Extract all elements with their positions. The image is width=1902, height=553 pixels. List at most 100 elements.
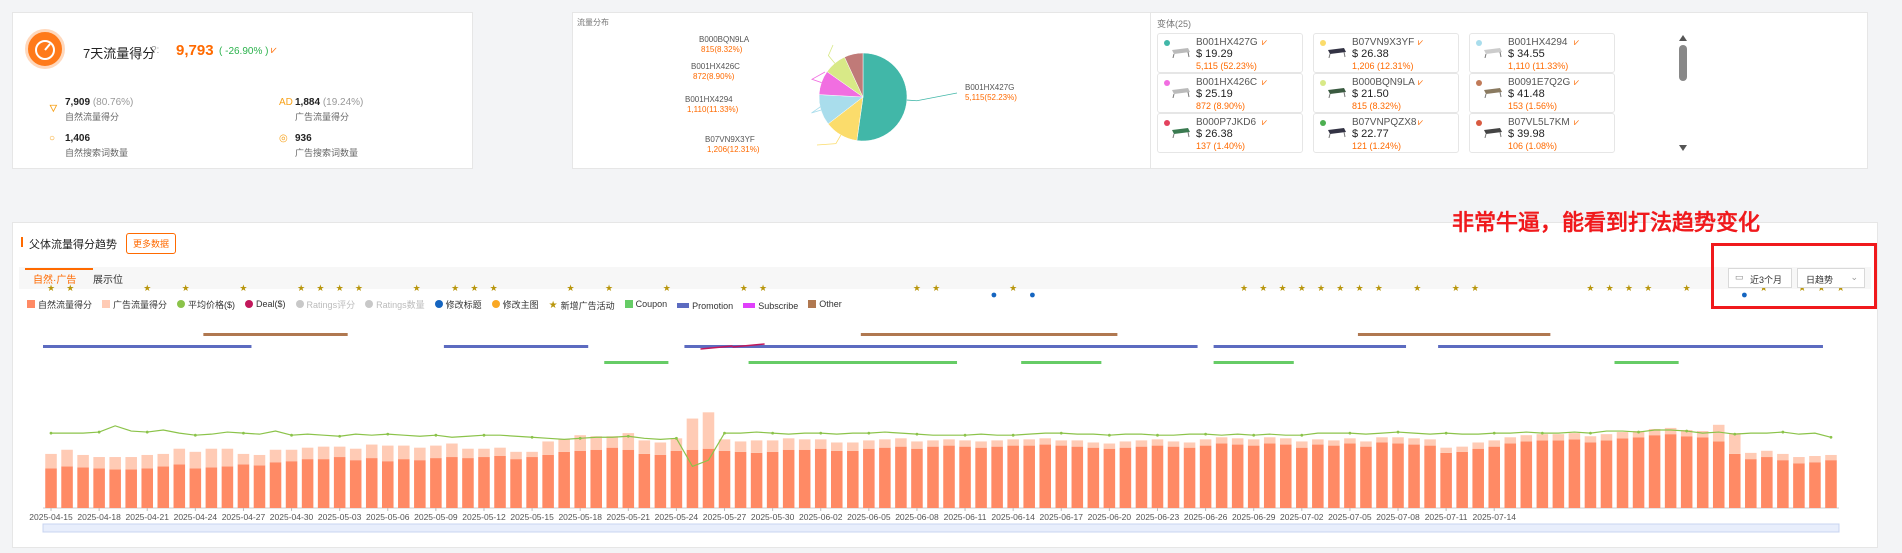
scrollbar[interactable] — [1679, 35, 1687, 151]
variant-card[interactable]: B001HX426C ⩗ $ 25.19 872 (8.90%) — [1157, 73, 1303, 113]
bar-natural[interactable] — [157, 466, 170, 508]
bar-natural[interactable] — [1039, 444, 1052, 508]
star-icon[interactable]: ★ — [490, 283, 498, 293]
variant-asin[interactable]: B001HX4294 — [1508, 37, 1568, 48]
bar-natural[interactable] — [798, 449, 811, 508]
star-icon[interactable]: ★ — [1298, 283, 1306, 293]
avg-price-point[interactable] — [242, 431, 245, 435]
bar-ads[interactable] — [1504, 437, 1517, 444]
zoom-slider[interactable] — [42, 523, 1840, 533]
avg-price-point[interactable] — [530, 435, 534, 439]
bar-natural[interactable] — [1055, 445, 1068, 508]
bar-natural[interactable] — [1696, 437, 1709, 508]
bar-natural[interactable] — [365, 458, 378, 508]
bar-ads[interactable] — [1472, 442, 1484, 449]
bar-natural[interactable] — [686, 449, 699, 508]
bar-natural[interactable] — [1745, 459, 1757, 508]
bar-natural[interactable] — [1376, 442, 1388, 508]
bar-ads[interactable] — [750, 440, 763, 453]
bar-natural[interactable] — [654, 454, 667, 508]
bar-natural[interactable] — [173, 464, 186, 508]
bar-natural[interactable] — [237, 464, 250, 508]
bar-ads[interactable] — [1424, 439, 1436, 446]
bar-natural[interactable] — [1520, 441, 1533, 508]
avg-price-point[interactable] — [1492, 431, 1496, 435]
bar-ads[interactable] — [975, 441, 987, 448]
bar-ads[interactable] — [1825, 454, 1837, 461]
star-icon[interactable]: ★ — [605, 283, 613, 293]
coupon-bar[interactable] — [748, 361, 813, 364]
bar-ads[interactable] — [1728, 433, 1741, 454]
star-icon[interactable]: ★ — [1009, 283, 1017, 293]
avg-price-point[interactable] — [434, 433, 438, 437]
range-select[interactable]: ▭ 近3个月 — [1728, 268, 1792, 288]
bar-natural[interactable] — [670, 450, 683, 508]
avg-price-point[interactable] — [193, 433, 197, 437]
bar-ads[interactable] — [1215, 437, 1228, 444]
bar-natural[interactable] — [253, 465, 266, 508]
legend-item[interactable]: Ratings数量 — [365, 298, 425, 311]
variant-card[interactable]: B000BQN9LA ⩗ $ 21.50 815 (8.32%) — [1313, 73, 1459, 113]
coupon-bar[interactable] — [1021, 361, 1102, 364]
bar-natural[interactable] — [782, 449, 795, 508]
bar-ads[interactable] — [670, 438, 683, 451]
star-icon[interactable]: ★ — [297, 283, 305, 293]
bar-natural[interactable] — [510, 459, 522, 508]
bar-ads[interactable] — [943, 439, 955, 446]
other-bar[interactable] — [203, 333, 348, 336]
star-icon[interactable]: ★ — [1317, 283, 1325, 293]
coupon-bar[interactable] — [1213, 361, 1294, 364]
bar-natural[interactable] — [814, 448, 827, 508]
bar-ads[interactable] — [1680, 430, 1693, 437]
bar-natural[interactable] — [1167, 446, 1180, 508]
bar-ads[interactable] — [830, 442, 843, 451]
legend-item[interactable]: Other — [808, 299, 842, 309]
other-bar[interactable] — [860, 333, 1118, 336]
bar-natural[interactable] — [1632, 437, 1645, 508]
granularity-select[interactable]: 日趋势 ⌄ — [1797, 268, 1865, 288]
legend-item[interactable]: 自然流量得分 — [27, 298, 92, 311]
promotion-bar[interactable] — [1470, 345, 1823, 348]
bar-ads[interactable] — [1440, 447, 1452, 453]
bar-natural[interactable] — [1456, 451, 1468, 508]
bar-natural[interactable] — [1312, 444, 1324, 508]
avg-price-point[interactable] — [626, 434, 630, 438]
star-icon[interactable]: ★ — [1413, 283, 1421, 293]
variant-card[interactable]: B07VL5L7KM ⩗ $ 39.98 106 (1.08%) — [1469, 113, 1615, 153]
star-icon[interactable]: ★ — [1586, 283, 1594, 293]
bar-natural[interactable] — [1392, 443, 1404, 508]
bar-natural[interactable] — [478, 457, 490, 508]
star-icon[interactable]: ★ — [1471, 283, 1479, 293]
star-icon[interactable]: ★ — [1240, 283, 1248, 293]
bar-ads[interactable] — [1007, 439, 1019, 446]
star-icon[interactable]: ★ — [567, 283, 575, 293]
bar-natural[interactable] — [1247, 445, 1260, 508]
avg-price-point[interactable] — [1637, 430, 1640, 434]
bar-natural[interactable] — [766, 451, 779, 508]
star-icon[interactable]: ★ — [239, 283, 247, 293]
bar-ads[interactable] — [1328, 440, 1340, 446]
star-icon[interactable]: ★ — [1817, 283, 1825, 293]
title-change-dot[interactable] — [991, 292, 997, 298]
title-change-dot[interactable] — [1030, 292, 1035, 298]
deal-marker[interactable] — [732, 343, 765, 348]
bar-ads[interactable] — [1745, 452, 1757, 460]
star-icon[interactable]: ★ — [1683, 283, 1691, 293]
bar-natural[interactable] — [1825, 460, 1837, 508]
avg-price-point[interactable] — [1733, 432, 1737, 436]
trend-chart-icon[interactable]: ⩗ — [1262, 77, 1268, 87]
bar-ads[interactable] — [173, 448, 186, 465]
promotion-bar[interactable] — [443, 345, 589, 348]
bar-ads[interactable] — [1087, 442, 1100, 448]
bar-natural[interactable] — [558, 451, 570, 508]
bar-natural[interactable] — [718, 450, 731, 508]
avg-price-point[interactable] — [482, 433, 486, 437]
star-icon[interactable]: ★ — [143, 283, 151, 293]
star-icon[interactable]: ★ — [913, 283, 921, 293]
star-icon[interactable]: ★ — [1606, 283, 1614, 293]
star-icon[interactable]: ★ — [451, 283, 459, 293]
avg-price-point[interactable] — [386, 432, 390, 436]
star-icon[interactable]: ★ — [932, 283, 940, 293]
bar-natural[interactable] — [638, 453, 651, 508]
variant-asin[interactable]: B07VNPQZX8 — [1352, 117, 1417, 128]
